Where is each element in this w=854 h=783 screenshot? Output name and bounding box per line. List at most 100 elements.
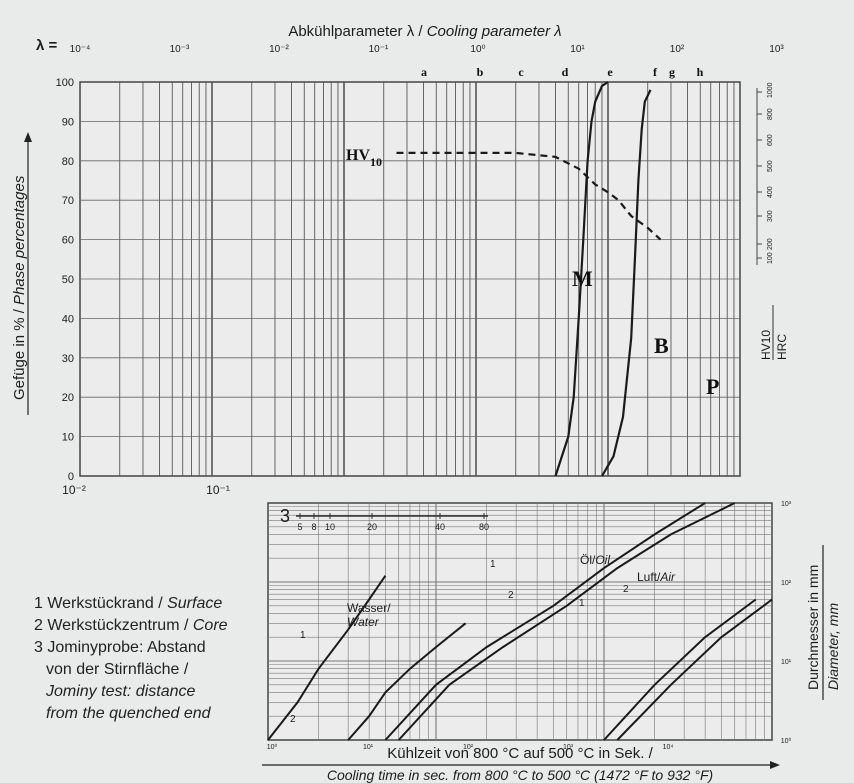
region-label-m: M (572, 266, 593, 291)
region-label-p: P (706, 374, 719, 399)
y-tick-labels: 0 10 20 30 40 50 60 70 80 90 100 (56, 77, 74, 483)
lambda-prefix: λ = (36, 37, 58, 54)
right-scale-label: 500 (767, 160, 774, 172)
bottom-y-tick-label: 10⁰ (781, 737, 792, 745)
top-x-tick-labels: 10⁻⁴ 10⁻³ 10⁻² 10⁻¹ 10⁰ 10¹ 10² 10³ (70, 44, 785, 55)
right-scale-label: 600 (767, 134, 774, 146)
y-tick-label: 50 (62, 274, 74, 286)
curve-num-water-2: 2 (290, 714, 296, 725)
bottom-x-tick-label: 10³ (563, 744, 574, 751)
top-tick-label: 10⁻³ (170, 44, 190, 55)
right-scale-label: 300 (767, 210, 774, 222)
hv-label-sub: 10 (370, 155, 382, 169)
y-tick-label: 20 (62, 392, 74, 404)
y-tick-label: 80 (62, 156, 74, 168)
oil-label-de: Öl/ (580, 553, 596, 567)
y-tick-label: 100 (56, 77, 74, 89)
bottom-x-tick-label: 10⁴ (663, 744, 674, 751)
legend-item-1-de: 1 Werkstückrand / (34, 595, 168, 612)
bottom-series-line (384, 502, 706, 741)
right-scale-label: 1000 (767, 82, 774, 98)
right-label-hv: HV10 (759, 330, 773, 360)
y-tick-label: 70 (62, 195, 74, 207)
bottom-y-tick-label: 10¹ (781, 659, 792, 666)
oil-label-en: Oil (595, 553, 610, 567)
y-tick-label: 90 (62, 116, 74, 128)
curve-num-air-2: 2 (623, 584, 629, 595)
bottom-series-line (616, 598, 773, 741)
y-tick-label: 30 (62, 353, 74, 365)
bottom-series-line (603, 598, 757, 741)
oil-label: Öl/Oil (580, 553, 610, 567)
marker-letter: b (477, 65, 484, 79)
bottom-series (267, 502, 773, 741)
legend-item-2-de: 2 Werkstückzentrum / (34, 617, 193, 634)
jominy-tick-label: 5 (297, 522, 302, 532)
right-hardness-scale: 100 200 300 400 500 600 800 1000 (757, 82, 774, 264)
bottom-x-tick-label: 10⁰ (267, 743, 278, 751)
bottom-x-tick-label: 10² (463, 744, 474, 751)
legend-item-3-en-cont-text: from the quenched end (46, 705, 211, 722)
marker-letter: d (562, 65, 569, 79)
top-axis-title-de: Abkühlparameter λ / (288, 23, 426, 40)
top-series (396, 81, 662, 477)
top-tick-label: 10³ (769, 44, 784, 55)
legend-item-1-en: Surface (167, 595, 223, 612)
air-label-de: Luft/ (637, 570, 661, 584)
y-axis-label-en: Phase percentages (11, 175, 28, 305)
bottom-y-tick-label: 10³ (781, 501, 792, 508)
jominy-tick-label: 8 (311, 522, 316, 532)
y-tick-label: 40 (62, 313, 74, 325)
series-line-p (601, 89, 652, 477)
legend-item-3: 3 Jominyprobe: Abstand (34, 639, 206, 656)
right-label-hrc: HRC (775, 334, 789, 360)
y-axis-label: Gefüge in % / Phase percentages (11, 175, 28, 400)
legend-item-3-en-text: Jominy test: distance (46, 683, 196, 700)
right-scale-label: 200 (767, 238, 774, 250)
series-line-m (554, 81, 609, 477)
hv-label-main: HV (346, 147, 370, 164)
bottom-tick-label: 10⁻¹ (206, 483, 230, 497)
top-tick-label: 10² (670, 44, 685, 55)
bottom-x-label-en: Cooling time in sec. from 800 °C to 500 … (327, 767, 713, 783)
jominy-ticks: 5 8 10 20 40 80 (297, 513, 489, 532)
diameter-label-en: Diameter, mm (825, 603, 841, 690)
curve-num-water-1: 1 (300, 630, 306, 641)
jominy-scale-number: 3 (280, 506, 290, 526)
jominy-scale: 3 5 8 10 20 40 80 (280, 506, 489, 532)
bottom-series-line (347, 622, 467, 741)
jominy-tick-label: 80 (479, 522, 489, 532)
legend-item-1: 1 Werkstückrand / Surface (34, 593, 222, 615)
bottom-grid (268, 503, 772, 740)
y-tick-label: 0 (68, 471, 74, 483)
bottom-series-line (267, 575, 387, 741)
top-tick-label: 10¹ (570, 44, 585, 55)
bottom-y-tick-label: 10² (781, 580, 792, 587)
right-scale-label: 400 (767, 186, 774, 198)
bottom-x-tick-labels: 10⁻² 10⁻¹ (62, 483, 230, 497)
bottom-plot-bg (267, 502, 773, 741)
jominy-tick-label: 20 (367, 522, 377, 532)
region-label-b: B (654, 333, 669, 358)
bottom-x-label-de: Kühlzeit von 800 °C auf 500 °C in Sek. / (387, 745, 653, 762)
right-scale-label: 800 (767, 108, 774, 120)
y-axis-label-de: Gefüge in % / (11, 305, 28, 400)
y-tick-label: 10 (62, 432, 74, 444)
jominy-tick-label: 10 (325, 522, 335, 532)
bottom-x-axis-arrowhead (770, 761, 780, 769)
marker-letter: e (607, 65, 613, 79)
marker-letter: c (518, 65, 524, 79)
top-axis-title: Abkühlparameter λ / Cooling parameter λ (288, 23, 561, 40)
hv-label: HV10 (346, 147, 382, 169)
air-label: Luft/Air (637, 570, 676, 584)
top-tick-label: 10⁰ (470, 44, 485, 55)
marker-letter: f (653, 65, 658, 79)
bottom-x-tick-label: 10¹ (363, 744, 374, 751)
legend-item-3-cont: von der Stirnfläche / (46, 661, 189, 678)
right-scale-label: 100 (767, 252, 774, 264)
top-tick-label: 10⁻⁴ (70, 44, 91, 55)
curve-num-oil-2: 2 (508, 590, 514, 601)
curve-num-air-1: 1 (579, 598, 585, 609)
